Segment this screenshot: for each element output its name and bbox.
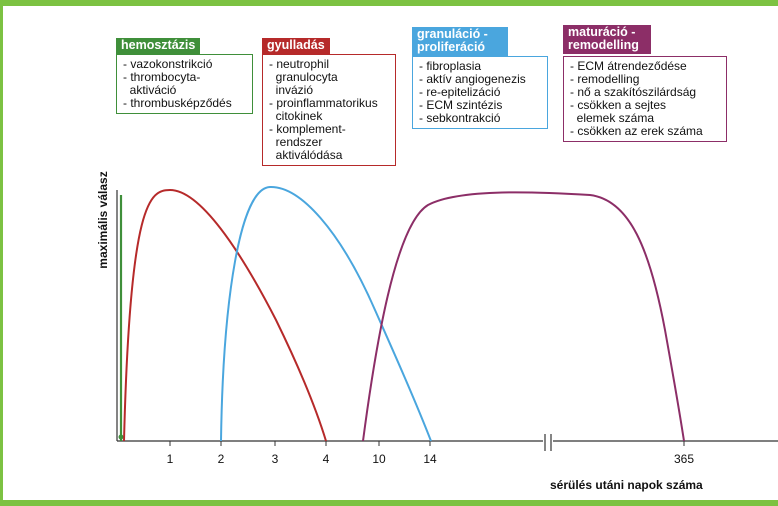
phase-item: - ECM átrendeződése: [570, 59, 687, 73]
x-tick-label: 10: [372, 452, 386, 466]
phase-item: - vazokonstrikció: [123, 57, 213, 71]
x-tick-label: 3: [271, 452, 279, 466]
phase-item: - nő a szakítószilárdság: [570, 85, 697, 99]
phase-inflammation: gyulladás - neutrophil granulocyta inváz…: [262, 38, 396, 166]
phase-item: - csökken az erek száma: [570, 124, 703, 138]
phase-item: citokinek: [269, 109, 323, 123]
x-tick-label: 365: [673, 452, 695, 466]
phase-item: - re-epitelizáció: [419, 85, 501, 99]
phase-item: - aktív angiogenezis: [419, 72, 526, 86]
x-tick-label: 1: [166, 452, 174, 466]
phase-maturation: maturáció - remodelling - ECM átrendeződ…: [563, 25, 727, 142]
phase-item: aktiváció: [123, 83, 177, 97]
phase-title: granuláció - proliferáció: [412, 27, 508, 56]
phase-item: - remodelling: [570, 72, 640, 86]
phase-title: hemosztázis: [116, 38, 201, 54]
phase-items: - fibroplasia - aktív angiogenezis - re-…: [412, 56, 548, 129]
phase-item: - proinflammatorikus: [269, 96, 378, 110]
phase-item: - sebkontrakció: [419, 111, 501, 125]
phase-items: - neutrophil granulocyta invázió - proin…: [262, 54, 396, 166]
x-tick-label: 14: [423, 452, 437, 466]
phase-item: rendszer: [269, 135, 323, 149]
x-tick-label: 2: [217, 452, 225, 466]
curve-inflammation: [123, 188, 327, 442]
phase-item: - csökken a sejtes: [570, 98, 667, 112]
curve-granulation: [220, 185, 432, 442]
x-axis-label: sérülés utáni napok száma: [550, 478, 703, 492]
phase-item: - fibroplasia: [419, 59, 482, 73]
title-line: hemosztázis: [121, 38, 196, 52]
hemostasis-marker: [118, 434, 124, 440]
phase-item: - thrombusképződés: [123, 96, 232, 110]
y-axis-label: maximális válasz: [96, 171, 110, 269]
phase-item: - komplement-: [269, 122, 346, 136]
phase-item: granulocyta: [269, 70, 338, 84]
phase-title: gyulladás: [262, 38, 330, 54]
phase-item: aktiválódása: [269, 148, 343, 162]
x-tick-label: 4: [322, 452, 330, 466]
phase-item: invázió: [269, 83, 314, 97]
phase-granulation: granuláció - proliferáció - fibroplasia …: [412, 27, 548, 129]
title-line: gyulladás: [267, 38, 325, 52]
phase-items: - vazokonstrikció - thrombocyta- aktivác…: [116, 54, 253, 114]
phase-item: - ECM szintézis: [419, 98, 503, 112]
title-line: maturáció -: [568, 25, 636, 39]
phase-hemostasis: hemosztázis - vazokonstrikció - thromboc…: [116, 38, 253, 114]
phase-item: elemek száma: [570, 111, 655, 125]
phase-item: - neutrophil: [269, 57, 330, 71]
curve-maturation: [362, 191, 685, 442]
phase-items: - ECM átrendeződése - remodelling - nő a…: [563, 56, 727, 142]
title-line: remodelling: [568, 38, 639, 52]
phase-item: - thrombocyta-: [123, 70, 201, 84]
title-line: granuláció -: [417, 27, 488, 41]
phase-title: maturáció - remodelling: [563, 25, 651, 54]
title-line: proliferáció: [417, 40, 486, 54]
